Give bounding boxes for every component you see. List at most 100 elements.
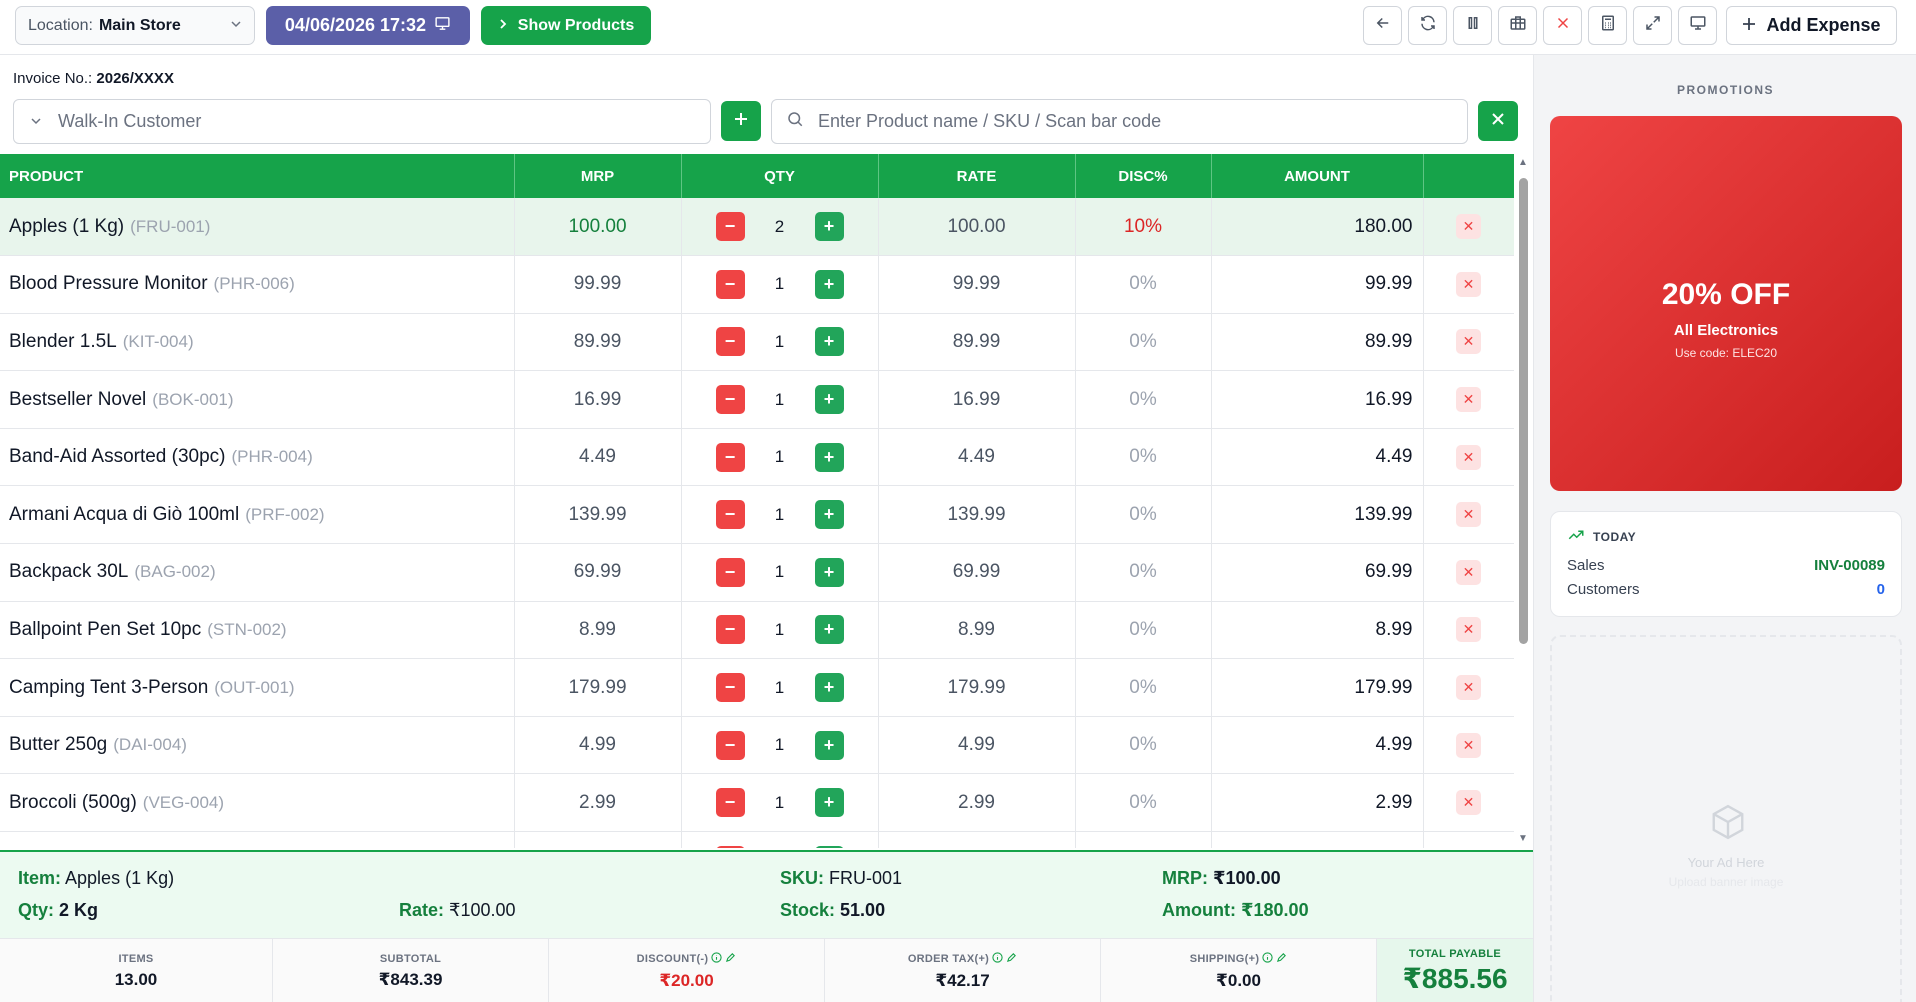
column-header-rate[interactable]: RATE [878,154,1076,198]
scroll-down-arrow-icon[interactable]: ▼ [1518,833,1528,844]
increase-qty-button[interactable]: + [814,442,844,472]
remove-item-button[interactable]: ✕ [1456,502,1481,528]
increase-qty-button[interactable]: + [814,385,844,415]
increase-qty-button[interactable]: + [814,269,844,299]
customer-display-button[interactable] [1678,6,1717,45]
qty-value[interactable]: 1 [774,504,785,524]
remove-item-button[interactable]: ✕ [1456,444,1481,470]
qty-value[interactable]: 1 [774,447,785,467]
decrease-qty-button[interactable]: − [715,327,745,357]
disc-cell[interactable]: 0% [1075,716,1212,775]
table-row[interactable]: Camping Tent 3-Person (OUT-001) 179.99 − 1… [0,658,1514,717]
rate-cell[interactable]: 89.99 [878,313,1076,372]
ad-placeholder[interactable]: Your Ad Here Upload banner image [1550,635,1902,1002]
remove-item-button[interactable]: ✕ [1456,329,1481,355]
table-row[interactable]: Blender 1.5L (KIT-004) 89.99 − 1 + 89.99 0%… [0,313,1514,372]
total-discount[interactable]: DISCOUNT(-) ₹20.00 [549,939,825,1002]
table-row[interactable]: Blood Pressure Monitor (PHR-006) 99.99 − 1… [0,255,1514,314]
decrease-qty-button[interactable]: − [715,845,745,848]
disc-cell[interactable]: 0% [1075,543,1212,602]
increase-qty-button[interactable]: + [814,212,844,242]
increase-qty-button[interactable]: + [814,615,844,645]
remove-item-button[interactable]: ✕ [1456,732,1481,758]
increase-qty-button[interactable]: + [814,788,844,818]
remove-item-button[interactable]: ✕ [1456,675,1481,701]
column-header-disc[interactable]: DISC% [1075,154,1212,198]
rate-cell[interactable]: 4.49 [878,428,1076,487]
decrease-qty-button[interactable]: − [715,673,745,703]
remove-item-button[interactable]: ✕ [1456,387,1481,413]
remove-item-button[interactable]: ✕ [1456,790,1481,816]
rate-cell[interactable]: 69.99 [878,543,1076,602]
pencil-icon[interactable] [1006,952,1017,966]
add-expense-button[interactable]: Add Expense [1726,6,1897,45]
add-customer-button[interactable] [721,101,761,141]
datetime-button[interactable]: 04/06/2026 17:32 [266,6,470,45]
show-products-button[interactable]: Show Products [481,6,651,45]
remove-item-button[interactable]: ✕ [1456,559,1481,585]
rate-cell[interactable]: 100.00 [878,198,1076,257]
qty-value[interactable]: 2 [774,216,785,236]
table-row[interactable]: Butter 250g (DAI-004) 4.99 − 1 + 4.99 0% 4.… [0,716,1514,775]
calculator-button[interactable] [1588,6,1627,45]
back-button[interactable] [1363,6,1402,45]
qty-value[interactable]: 1 [774,274,785,294]
disc-cell[interactable]: 0% [1075,773,1212,833]
increase-qty-button[interactable]: + [814,845,844,848]
table-row[interactable]: Ballpoint Pen Set 10pc (STN-002) 8.99 − 1 +… [0,601,1514,660]
decrease-qty-button[interactable]: − [715,269,745,299]
disc-cell[interactable]: 0% [1075,601,1212,660]
qty-value[interactable]: 1 [774,331,785,351]
register-button[interactable] [1498,6,1537,45]
location-select[interactable]: Location: Main Store [15,6,255,45]
qty-value[interactable]: 1 [774,562,785,582]
decrease-qty-button[interactable]: − [715,730,745,760]
column-header-mrp[interactable]: MRP [514,154,682,198]
decrease-qty-button[interactable]: − [715,615,745,645]
table-row[interactable]: −+ [0,831,1514,848]
decrease-qty-button[interactable]: − [715,788,745,818]
scroll-up-arrow-icon[interactable]: ▲ [1518,157,1528,168]
rate-cell[interactable]: 16.99 [878,370,1076,429]
pencil-icon[interactable] [725,952,736,966]
disc-cell[interactable]: 0% [1075,313,1212,372]
hold-button[interactable] [1453,6,1492,45]
increase-qty-button[interactable]: + [814,327,844,357]
rate-cell[interactable]: 179.99 [878,658,1076,717]
total-shipping[interactable]: SHIPPING(+) ₹0.00 [1101,939,1377,1002]
qty-value[interactable]: 1 [774,677,785,697]
increase-qty-button[interactable]: + [814,730,844,760]
rate-cell[interactable]: 99.99 [878,255,1076,314]
table-scrollbar[interactable]: ▲ ▼ [1516,154,1530,848]
disc-cell[interactable]: 10% [1075,198,1212,257]
clear-cart-button[interactable] [1478,101,1518,141]
table-row[interactable]: Broccoli (500g) (VEG-004) 2.99 − 1 + 2.99 0… [0,773,1514,833]
pencil-icon[interactable] [1276,952,1287,966]
qty-value[interactable]: 1 [774,735,785,755]
decrease-qty-button[interactable]: − [715,500,745,530]
column-header-amount[interactable]: AMOUNT [1211,154,1424,198]
increase-qty-button[interactable]: + [814,557,844,587]
info-icon[interactable] [992,951,1003,966]
decrease-qty-button[interactable]: − [715,557,745,587]
qty-value[interactable]: 1 [774,619,785,639]
cancel-sale-button[interactable] [1543,6,1582,45]
disc-cell[interactable]: 0% [1075,658,1212,717]
table-row[interactable]: Apples (1 Kg) (FRU-001) 100.00 − 2 + 100.00… [0,198,1514,257]
total-order-tax[interactable]: ORDER TAX(+) ₹42.17 [825,939,1101,1002]
product-search-input[interactable] [818,111,1418,132]
table-row[interactable]: Backpack 30L (BAG-002) 69.99 − 1 + 69.99 0%… [0,543,1514,602]
remove-item-button[interactable]: ✕ [1456,214,1481,240]
info-icon[interactable] [1262,951,1273,966]
table-row[interactable]: Armani Acqua di Giò 100ml (PRF-002) 139.9… [0,485,1514,545]
scrollbar-thumb[interactable] [1519,178,1528,644]
table-row[interactable]: Band-Aid Assorted (30pc) (PHR-004) 4.49 −… [0,428,1514,487]
rate-cell[interactable]: 2.99 [878,773,1076,833]
sales-value[interactable]: INV-00089 [1814,557,1885,574]
disc-cell[interactable]: 0% [1075,370,1212,429]
remove-item-button[interactable]: ✕ [1456,617,1481,643]
decrease-qty-button[interactable]: − [715,212,745,242]
rate-cell[interactable]: 8.99 [878,601,1076,660]
disc-cell[interactable]: 0% [1075,428,1212,487]
decrease-qty-button[interactable]: − [715,442,745,472]
